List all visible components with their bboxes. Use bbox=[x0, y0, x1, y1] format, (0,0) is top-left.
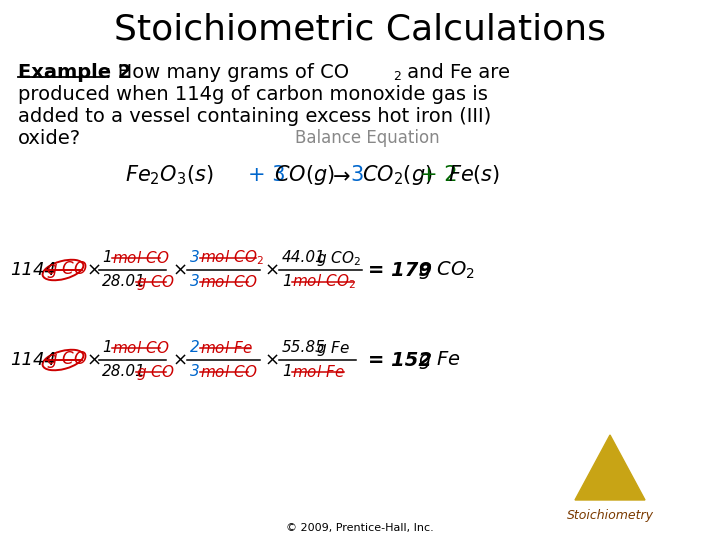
Text: 3: 3 bbox=[350, 165, 364, 185]
Text: $CO(g)$: $CO(g)$ bbox=[274, 163, 335, 187]
Text: produced when 114g of carbon monoxide gas is: produced when 114g of carbon monoxide ga… bbox=[18, 84, 488, 104]
Text: 3: 3 bbox=[190, 274, 199, 289]
Text: © 2009, Prentice-Hall, Inc.: © 2009, Prentice-Hall, Inc. bbox=[286, 523, 434, 533]
Text: $mol\ CO$: $mol\ CO$ bbox=[200, 364, 258, 380]
Text: $\times$: $\times$ bbox=[86, 351, 101, 369]
Text: Stoichiometry: Stoichiometry bbox=[567, 509, 654, 522]
Text: = 152: = 152 bbox=[368, 350, 432, 369]
Text: $\times$: $\times$ bbox=[172, 261, 186, 279]
Text: $mol\ CO_2$: $mol\ CO_2$ bbox=[200, 248, 264, 267]
Text: = 179: = 179 bbox=[368, 260, 432, 280]
Text: $CO_2(g)$: $CO_2(g)$ bbox=[362, 163, 433, 187]
Text: + 2: + 2 bbox=[420, 165, 457, 185]
Text: 2: 2 bbox=[393, 70, 401, 83]
Text: $g\ CO$: $g\ CO$ bbox=[136, 362, 175, 381]
Text: $Fe(s)$: $Fe(s)$ bbox=[448, 164, 500, 186]
Text: 1144: 1144 bbox=[10, 261, 56, 279]
Text: 55.85: 55.85 bbox=[282, 341, 326, 355]
Text: $\times$: $\times$ bbox=[264, 351, 279, 369]
Text: $g\ Fe$: $g\ Fe$ bbox=[316, 339, 350, 357]
Text: $mol\ CO$: $mol\ CO$ bbox=[200, 274, 258, 290]
Text: $Fe_2O_3(s)$: $Fe_2O_3(s)$ bbox=[125, 163, 213, 187]
Text: 1: 1 bbox=[282, 274, 292, 289]
Text: 1: 1 bbox=[102, 341, 112, 355]
Text: $mol\ Fe$: $mol\ Fe$ bbox=[200, 340, 253, 356]
Text: $mol\ CO_2$: $mol\ CO_2$ bbox=[292, 273, 356, 292]
Text: $g\ CO_2$: $g\ CO_2$ bbox=[418, 259, 475, 281]
Text: Balance Equation: Balance Equation bbox=[295, 129, 440, 147]
Text: 2: 2 bbox=[190, 341, 199, 355]
Text: $mol\ CO$: $mol\ CO$ bbox=[112, 250, 169, 266]
Text: $mol\ CO$: $mol\ CO$ bbox=[112, 340, 169, 356]
Text: 44.01: 44.01 bbox=[282, 251, 326, 266]
Text: $g\ CO_2$: $g\ CO_2$ bbox=[316, 248, 361, 267]
Text: 1: 1 bbox=[102, 251, 112, 266]
Text: : How many grams of CO: : How many grams of CO bbox=[105, 63, 349, 82]
Text: $g\ Fe$: $g\ Fe$ bbox=[418, 349, 461, 371]
Text: 28.01: 28.01 bbox=[102, 364, 146, 380]
Text: $\times$: $\times$ bbox=[172, 351, 186, 369]
Text: $g\ CO$: $g\ CO$ bbox=[46, 260, 88, 280]
Text: 28.01: 28.01 bbox=[102, 274, 146, 289]
Text: 1: 1 bbox=[282, 364, 292, 380]
Text: Example 2: Example 2 bbox=[18, 63, 132, 82]
Text: 3: 3 bbox=[190, 364, 199, 380]
Text: Stoichiometric Calculations: Stoichiometric Calculations bbox=[114, 13, 606, 47]
Text: $mol\ Fe$: $mol\ Fe$ bbox=[292, 364, 345, 380]
Text: $\times$: $\times$ bbox=[86, 261, 101, 279]
Text: and Fe are: and Fe are bbox=[401, 63, 510, 82]
Text: 3: 3 bbox=[190, 251, 199, 266]
Polygon shape bbox=[575, 435, 645, 500]
Text: $g\ CO$: $g\ CO$ bbox=[46, 349, 88, 370]
Text: $\times$: $\times$ bbox=[264, 261, 279, 279]
Text: oxide?: oxide? bbox=[18, 129, 81, 147]
Text: added to a vessel containing excess hot iron (III): added to a vessel containing excess hot … bbox=[18, 106, 491, 125]
Text: $\rightarrow$: $\rightarrow$ bbox=[328, 165, 351, 185]
Text: 1144: 1144 bbox=[10, 351, 56, 369]
Text: $g\ CO$: $g\ CO$ bbox=[136, 273, 175, 292]
Text: + 3: + 3 bbox=[248, 165, 286, 185]
